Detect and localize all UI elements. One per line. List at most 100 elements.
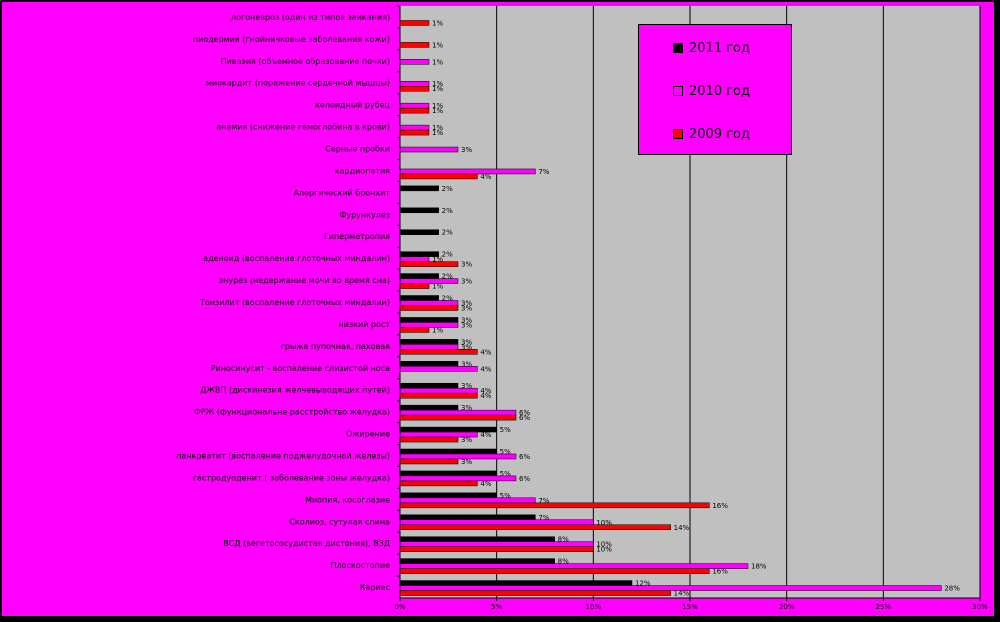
category-label: Плоскостопие [331,561,391,570]
category-label: аденоид (воспаление глоточных миндалин) [203,254,390,263]
legend: 2011 год 2010 год 2009 год [638,24,792,155]
data-label: 2% [442,229,453,237]
bar-2009-год [399,173,478,180]
data-label: 2% [442,185,453,193]
data-label: 3% [461,404,472,412]
data-label: 7% [538,168,549,176]
data-label: 3% [461,278,472,286]
data-label: 16% [712,502,728,510]
category-label: анемия (снижение гемоглобина в крови) [216,123,390,132]
category-label: ДЖВП (дискинезия желчевыводящих путей) [200,386,390,395]
bar-2009-год [399,305,459,311]
bar-2009-год [399,42,430,48]
data-label: 5% [500,492,511,500]
data-label: 16% [712,568,728,576]
legend-swatch-2009 [673,129,683,139]
bar-2011-год [399,229,439,235]
data-label: 6% [519,414,530,422]
bar-2010-год [399,256,430,262]
data-label: 1% [432,19,443,27]
x-tick-label: 0% [394,603,405,611]
data-label: 3% [461,436,472,444]
data-label: 5% [500,448,511,456]
category-label: Гиперметропия [324,232,390,241]
gridlines [496,6,981,598]
legend-swatch-2010 [673,86,683,96]
bar-2011-год [399,317,459,323]
bar-2009-год [399,568,710,574]
data-label: 10% [596,541,612,549]
bar-2011-год [399,580,633,586]
data-label: 8% [558,536,569,544]
data-label: 3% [461,360,472,368]
category-label: гастродуоденит ( заболевание зоны желудк… [193,473,390,482]
category-label: пиодермия (гнойничковые заболевания кожи… [193,35,390,44]
bar-2009-год [399,392,478,399]
x-tick-label: 15% [682,603,698,611]
bar-2010-год [399,585,942,591]
legend-label-2010: 2010 год [689,83,750,99]
category-label: грыжа пупочная, паховая [281,342,390,351]
bar-2009-год [399,107,430,114]
category-label: логоневроз (один из типов заикания) [231,13,390,22]
bar-2010-год [399,146,459,153]
data-label: 3% [461,305,472,313]
data-label: 1% [432,283,443,291]
data-label: 3% [461,316,472,324]
category-label: келоидный рубец [315,101,390,110]
category-label: Риносинусит - воспаление слизистой носа [211,364,390,373]
data-label: 2% [442,273,453,281]
category-label: ФРЖ (функциональне расстройство желудка) [194,408,390,417]
data-label: 3% [461,321,472,329]
legend-swatch-2011 [673,43,683,53]
bar-2009-год [399,436,459,443]
legend-label-2009: 2009 год [689,126,750,142]
bar-2011-год [399,295,439,301]
bar-2009-год [399,590,671,596]
bars [399,20,942,596]
data-label: 1% [432,129,443,137]
data-label: 2% [442,251,453,259]
bar-2009-год [399,546,594,552]
data-label: 4% [480,365,491,373]
data-label: 1% [432,326,443,334]
category-label: кардиопатия [335,166,390,175]
bar-2009-год [399,458,459,465]
bar-2011-год [399,361,459,367]
data-label: 3% [461,382,472,390]
legend-label-2011: 2011 год [689,40,750,56]
category-label: Тонзилит (воспаление глоточных миндалин) [199,298,390,307]
bar-2011-год [399,514,536,521]
data-label: 14% [674,590,690,598]
data-labels: 1%1%1%1%1%1%1%1%1%3%7%4%2%2%2%2%1%3%2%3%… [432,19,960,597]
data-label: 6% [519,475,530,483]
data-label: 1% [432,256,443,264]
data-label: 18% [751,563,767,571]
bar-2009-год [399,283,430,289]
x-tick-label: 30% [972,603,988,611]
legend-item-2009: 2009 год [673,126,750,142]
bar-2010-год [399,497,536,504]
data-label: 1% [432,58,443,66]
bar-2009-год [399,129,430,136]
bar-2010-год [399,563,749,569]
data-label: 1% [432,41,443,49]
data-label: 3% [461,300,472,308]
bar-2011-год [399,536,555,542]
x-tick-label: 10% [586,603,602,611]
category-label: низкий рост [339,320,391,329]
bar-2011-год [399,339,459,345]
bar-2011-год [399,382,459,389]
category-label: Алергический бронхит [293,188,390,197]
bar-2011-год [399,492,497,499]
data-label: 3% [461,338,472,346]
bar-2009-год [399,85,430,92]
bar-2009-год [399,327,430,333]
data-label: 10% [596,519,612,527]
data-label: 1% [432,107,443,115]
bar-2011-год [399,448,497,455]
bar-2011-год [399,185,439,192]
x-tick-label: 20% [779,603,795,611]
data-label: 4% [480,173,491,181]
